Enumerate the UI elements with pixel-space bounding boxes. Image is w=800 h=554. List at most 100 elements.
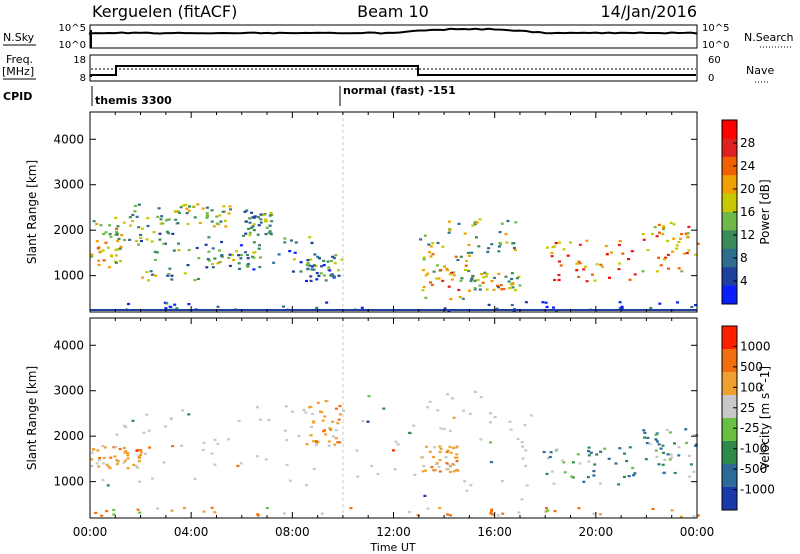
- echo-cell: [332, 257, 336, 260]
- colorbar-tick-label: -25: [740, 421, 760, 435]
- echo-cell: [97, 459, 101, 462]
- echo-cell: [628, 446, 632, 449]
- echo-cell: [521, 445, 524, 448]
- echo-cell: [101, 478, 105, 482]
- echo-cell: [641, 233, 645, 236]
- echo-cell: [618, 306, 622, 310]
- echo-cell: [445, 462, 449, 465]
- colorbar-segment: [722, 487, 737, 511]
- echo-cell: [309, 275, 313, 278]
- echo-cell: [102, 259, 106, 262]
- echo-cell: [487, 303, 491, 306]
- echo-cell: [267, 419, 271, 422]
- echo-cell: [694, 443, 698, 446]
- echo-cell: [252, 229, 256, 232]
- echo-cell: [545, 472, 549, 475]
- echo-cell: [511, 286, 515, 289]
- echo-cell: [151, 273, 154, 276]
- echo-cell: [220, 255, 224, 258]
- echo-cell: [694, 253, 698, 256]
- echo-cell: [551, 246, 555, 249]
- echo-cell: [448, 465, 452, 468]
- velocity-yaxis: 1000 2000 3000 4000: [53, 318, 698, 518]
- echo-cell: [505, 241, 509, 244]
- echo-cell: [455, 453, 459, 456]
- nsky-panel: N.Sky 10^5 10^0 10^5 10^0 N.Search: [3, 23, 794, 51]
- echo-cell: [167, 232, 171, 235]
- power-yaxis: 1000 2000 3000 4000: [53, 112, 698, 312]
- echo-cell: [166, 218, 170, 221]
- echo-cell: [269, 232, 273, 235]
- echo-cell: [447, 220, 451, 223]
- echo-cell: [552, 482, 556, 485]
- echo-cell: [285, 463, 289, 466]
- echo-cell: [213, 511, 217, 514]
- echo-cell: [90, 458, 94, 461]
- echo-cell: [108, 467, 112, 470]
- echo-cell: [207, 250, 211, 253]
- echo-cell: [158, 232, 162, 235]
- echo-cell: [340, 258, 344, 261]
- echo-cell: [120, 234, 124, 237]
- echo-cell: [170, 509, 174, 512]
- echo-cell: [334, 429, 338, 432]
- echo-cell: [338, 413, 342, 416]
- echo-cell: [448, 429, 452, 432]
- echo-cell: [95, 222, 99, 226]
- echo-cell: [198, 221, 202, 225]
- echo-cell: [216, 305, 220, 308]
- echo-cell: [500, 222, 504, 225]
- echo-cell: [342, 409, 345, 412]
- colorbar-segment: [722, 230, 737, 250]
- echo-cell: [427, 243, 431, 246]
- echo-cell: [463, 232, 467, 235]
- echo-cell: [693, 434, 697, 437]
- echo-cell: [116, 460, 120, 463]
- echo-cell: [312, 440, 316, 443]
- colorbar-segment: [722, 193, 737, 213]
- echo-cell: [452, 470, 456, 473]
- echo-cell: [115, 433, 119, 436]
- echo-cell: [592, 470, 596, 473]
- echo-cell: [305, 279, 308, 283]
- echo-cell: [148, 446, 152, 449]
- echo-cell: [101, 462, 105, 465]
- echo-cell: [438, 507, 442, 510]
- echo-cell: [237, 419, 241, 423]
- echo-cell: [133, 210, 137, 213]
- echo-cell: [476, 278, 480, 282]
- xtick-label: 00:00: [680, 525, 715, 539]
- echo-cell: [578, 462, 582, 465]
- cpid-label: CPID: [3, 90, 32, 103]
- echo-cell: [661, 444, 665, 447]
- echo-cell: [281, 305, 285, 308]
- echo-cell: [599, 482, 602, 485]
- echo-cell: [165, 230, 169, 233]
- echo-cell: [679, 237, 682, 240]
- echo-cell: [498, 241, 502, 245]
- echo-cell: [164, 425, 167, 428]
- echo-cell: [192, 205, 196, 208]
- echo-cell: [578, 262, 582, 265]
- echo-cell: [416, 514, 420, 517]
- echo-cell: [680, 233, 684, 236]
- colorbar-tick-label: 500: [740, 360, 763, 374]
- echo-cell: [501, 512, 505, 515]
- echo-cell: [471, 224, 475, 227]
- echo-cell: [173, 303, 177, 306]
- echo-cell: [485, 272, 489, 275]
- echo-cell: [444, 456, 448, 459]
- freq-unit: [MHz]: [2, 65, 34, 78]
- velocity-ylabel: Slant Range [km]: [25, 366, 39, 470]
- time-axis-label: Time UT: [369, 541, 415, 554]
- echo-cell: [657, 256, 661, 259]
- echo-cell: [139, 449, 143, 452]
- echo-cell: [668, 431, 672, 434]
- echo-cell: [98, 456, 102, 460]
- echo-cell: [429, 255, 433, 258]
- echo-cell: [251, 225, 255, 228]
- echo-cell: [618, 301, 622, 304]
- echo-cell: [617, 268, 621, 271]
- echo-cell: [113, 455, 117, 458]
- echo-cell: [211, 266, 215, 269]
